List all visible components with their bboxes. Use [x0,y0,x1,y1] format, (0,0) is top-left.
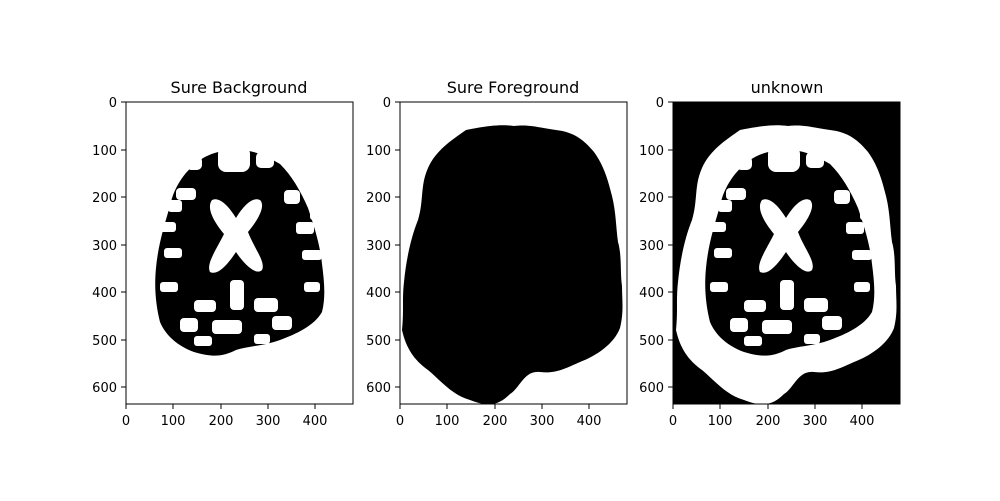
panel-2-xtick-200: 200 [483,414,508,429]
panel-1-x-axis: 0 100 200 300 400 [122,404,328,429]
panel-1-frame [125,101,354,405]
panel-3-xtick-100: 100 [708,414,733,429]
panel-1-ytick-400: 400 [92,286,117,301]
panel-2-xtick-400: 400 [577,414,602,429]
panel-1-ytick-100: 100 [92,144,117,159]
panel-3-xtick-300: 300 [803,414,828,429]
panel-2-title: Sure Foreground [447,78,580,97]
panel-2-y-axis: 0 100 200 300 400 500 600 [366,96,400,396]
panel-1-ytick-200: 200 [92,191,117,206]
panel-3-mask [676,125,897,405]
panel-3-ytick-200: 200 [639,191,664,206]
panel-3-ytick-300: 300 [639,239,664,254]
panel-3-ytick-500: 500 [639,334,664,349]
panel-1-title: Sure Background [171,78,308,97]
panel-3-y-axis: 0 100 200 300 400 500 600 [639,96,673,396]
panel-3-xtick-200: 200 [756,414,781,429]
panel-3-white-structures [710,146,872,346]
panel-2-ytick-300: 300 [366,239,391,254]
panel-3-ytick-400: 400 [639,286,664,301]
panel-3-frame [672,101,901,405]
panel-2-ytick-0: 0 [383,96,391,111]
panel-1-ytick-500: 500 [92,334,117,349]
panel-2-xtick-0: 0 [396,414,404,429]
panel-1-xtick-300: 300 [256,414,281,429]
panel-3-ytick-600: 600 [639,381,664,396]
panel-3-ytick-100: 100 [639,144,664,159]
panel-1-ytick-300: 300 [92,239,117,254]
panel-unknown: unknown [639,78,901,429]
panel-1-ytick-0: 0 [109,96,117,111]
panel-1-white-structures [160,146,322,346]
panel-2-xtick-300: 300 [530,414,555,429]
panel-1-mask [155,146,325,356]
panel-2-x-axis: 0 100 200 300 400 [396,404,602,429]
panel-1-xtick-0: 0 [122,414,130,429]
panel-2-frame [399,101,628,405]
panel-3-title: unknown [751,78,824,97]
panel-1-xtick-100: 100 [161,414,186,429]
panel-1-xtick-200: 200 [209,414,234,429]
panel-2-ytick-100: 100 [366,144,391,159]
panel-3-x-axis: 0 100 200 300 400 [669,404,875,429]
panel-sure-foreground: Sure Foreground 0 100 200 300 400 0 100 … [366,78,628,429]
panel-2-ytick-200: 200 [366,191,391,206]
panel-3-ytick-0: 0 [656,96,664,111]
panel-1-ytick-600: 600 [92,381,117,396]
panel-3-xtick-0: 0 [669,414,677,429]
panel-2-xtick-100: 100 [435,414,460,429]
panel-2-ytick-600: 600 [366,381,391,396]
panel-2-ytick-400: 400 [366,286,391,301]
panel-2-ytick-500: 500 [366,334,391,349]
panel-sure-background: Sure Background [92,78,354,429]
panel-1-xtick-400: 400 [303,414,328,429]
panel-1-y-axis: 0 100 200 300 400 500 600 [92,96,126,396]
panel-3-xtick-400: 400 [850,414,875,429]
